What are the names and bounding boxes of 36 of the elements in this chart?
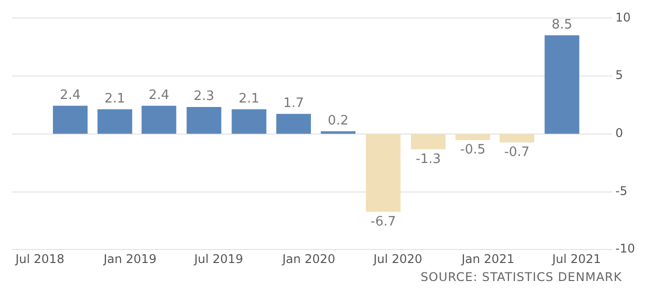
data-label: -6.7 xyxy=(370,214,396,230)
y-tick-label: -10 xyxy=(615,242,636,256)
data-label: 2.1 xyxy=(238,91,260,106)
bar xyxy=(52,106,88,134)
bar xyxy=(142,106,176,134)
bar xyxy=(544,35,580,134)
x-tick-label: Jul 2019 xyxy=(193,252,244,266)
data-label: -0.7 xyxy=(504,144,530,160)
y-tick-label: 5 xyxy=(615,68,624,82)
bar xyxy=(456,134,490,140)
x-tick-label: Jul 2018 xyxy=(14,252,64,266)
x-tick-label: Jan 2019 xyxy=(102,252,156,266)
source-note: SOURCE: STATISTICS DENMARK xyxy=(420,270,623,284)
y-tick-label: -5 xyxy=(615,184,628,198)
data-label: -1.3 xyxy=(416,152,441,167)
bar xyxy=(410,134,446,150)
data-label: 2.3 xyxy=(194,89,214,104)
bar xyxy=(366,134,401,212)
y-tick-label: 10 xyxy=(615,10,631,24)
data-label: 2.4 xyxy=(148,88,170,104)
x-tick-label: Jul 2020 xyxy=(372,252,422,266)
x-tick-label: Jul 2021 xyxy=(551,252,602,266)
bar xyxy=(232,109,266,134)
data-label: 2.1 xyxy=(104,91,126,106)
y-tick-label: 0 xyxy=(615,126,624,140)
bar xyxy=(186,106,222,134)
bar xyxy=(500,134,534,142)
data-label: 0.2 xyxy=(328,113,348,128)
data-label: 8.5 xyxy=(552,17,572,32)
bar xyxy=(98,109,132,134)
data-label: 1.7 xyxy=(283,96,304,112)
data-label: 2.4 xyxy=(60,88,81,104)
data-label: -0.5 xyxy=(460,142,486,158)
x-tick-label: Jan 2021 xyxy=(460,252,514,266)
bar xyxy=(276,114,311,134)
x-tick-label: Jan 2020 xyxy=(281,252,336,266)
